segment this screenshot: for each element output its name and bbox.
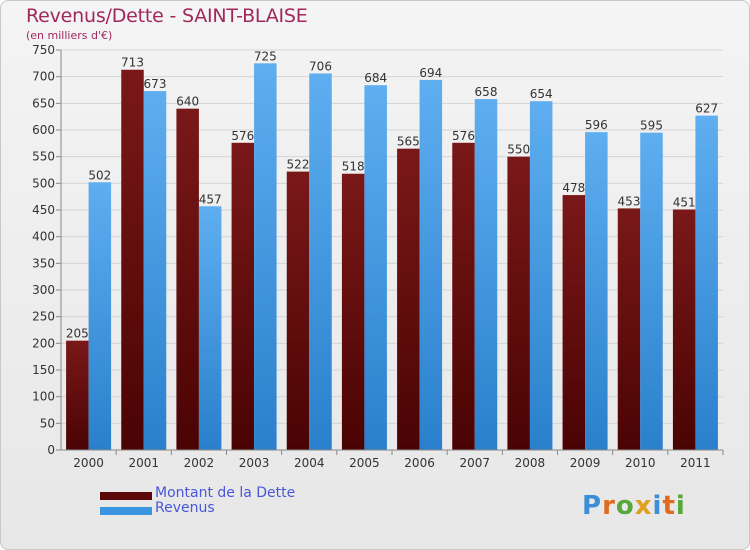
x-tick-label: 2006 — [404, 456, 435, 470]
data-label: 576 — [452, 129, 475, 143]
y-tick-label: 500 — [32, 176, 55, 190]
data-label: 576 — [231, 129, 254, 143]
bar-revenus — [364, 85, 387, 450]
y-tick-label: 600 — [32, 123, 55, 137]
bar-revenus — [474, 99, 498, 451]
y-tick-label: 750 — [32, 43, 55, 57]
x-tick-label: 2001 — [128, 456, 159, 470]
y-tick-label: 350 — [32, 256, 55, 270]
data-label: 457 — [199, 192, 222, 206]
axes: 0 50 100 150 200 250 300 350 400 450 500 550 600 650 7… — [32, 43, 724, 470]
y-tick-label: 300 — [32, 283, 55, 297]
bar-dette — [176, 108, 199, 451]
data-label: 478 — [562, 181, 585, 195]
logo-letter: i — [675, 491, 686, 521]
bar-revenus — [640, 132, 663, 450]
logo-letter: t — [662, 491, 676, 521]
data-label: 595 — [640, 119, 663, 133]
data-label: 725 — [254, 49, 277, 63]
bar-dette — [562, 195, 586, 450]
y-tick-label: 450 — [32, 203, 55, 217]
bar-dette — [617, 208, 641, 450]
bar-dette — [341, 173, 365, 450]
chart-title: Revenus/Dette - SAINT-BLAISE — [26, 5, 308, 27]
y-tick-label: 200 — [32, 336, 55, 350]
data-label: 518 — [342, 160, 365, 174]
data-label: 706 — [309, 59, 332, 73]
logo-letter: r — [602, 491, 616, 521]
logo-letter: i — [652, 491, 663, 521]
legend-label-revenus: Revenus — [155, 500, 215, 516]
y-tick-label: 150 — [32, 363, 55, 377]
y-tick-label: 0 — [47, 443, 55, 457]
y-tick-label: 650 — [32, 96, 55, 110]
legend-label-dette: Montant de la Dette — [155, 485, 296, 501]
proxiti-logo: Proxiti — [582, 491, 686, 521]
bar-dette — [452, 142, 475, 451]
bar-revenus — [419, 79, 443, 450]
bar-revenus — [695, 115, 718, 450]
bar-revenus — [309, 73, 332, 450]
chart-subtitle: (en milliers d'€) — [26, 29, 113, 42]
x-tick-label: 2000 — [73, 456, 104, 470]
data-label: 550 — [507, 143, 530, 157]
y-tick-label: 700 — [32, 70, 55, 84]
x-tick-label: 2004 — [294, 456, 325, 470]
y-tick-label: 400 — [32, 230, 55, 244]
y-tick-label: 550 — [32, 150, 55, 164]
legend-swatch-revenus — [100, 507, 152, 515]
data-label: 673 — [144, 77, 167, 91]
data-label: 596 — [585, 118, 608, 132]
bar-revenus — [529, 101, 553, 450]
x-tick-label: 2007 — [459, 456, 490, 470]
grid-lines — [61, 49, 723, 451]
data-label: 565 — [397, 135, 420, 149]
x-tick-label: 2002 — [184, 456, 215, 470]
legend-swatch-dette — [100, 492, 152, 500]
data-label: 654 — [530, 87, 553, 101]
bar-dette — [231, 142, 255, 451]
bar-dette — [672, 209, 696, 450]
data-label: 627 — [695, 102, 718, 116]
bar-dette — [121, 69, 144, 450]
bar-revenus — [585, 132, 608, 450]
bar-revenus — [143, 91, 167, 451]
data-label: 640 — [176, 95, 199, 109]
bar-revenus — [88, 182, 112, 450]
data-label: 658 — [475, 85, 498, 99]
data-label: 451 — [673, 195, 696, 209]
data-label: 453 — [618, 194, 641, 208]
data-label: 502 — [88, 168, 111, 182]
data-label: 694 — [419, 66, 442, 80]
bar-dette — [397, 148, 420, 450]
y-tick-label: 250 — [32, 310, 55, 324]
x-tick-label: 2010 — [625, 456, 656, 470]
x-tick-label: 2005 — [349, 456, 380, 470]
data-label: 205 — [66, 327, 89, 341]
bar-dette — [66, 340, 89, 450]
y-tick-label: 50 — [40, 416, 55, 430]
bar-revenus — [198, 206, 222, 450]
bar-dette — [286, 171, 310, 450]
data-label: 522 — [287, 158, 310, 172]
logo-letter: P — [582, 491, 603, 521]
y-tick-label: 100 — [32, 390, 55, 404]
x-tick-label: 2008 — [515, 456, 546, 470]
x-tick-label: 2009 — [570, 456, 601, 470]
bar-revenus — [254, 63, 277, 450]
data-label: 684 — [364, 71, 387, 85]
logo-letter: o — [615, 491, 635, 521]
x-tick-label: 2003 — [239, 456, 270, 470]
x-tick-label: 2011 — [680, 456, 711, 470]
bar-dette — [507, 156, 530, 450]
data-label: 713 — [121, 56, 144, 70]
logo-letter: x — [634, 491, 653, 521]
